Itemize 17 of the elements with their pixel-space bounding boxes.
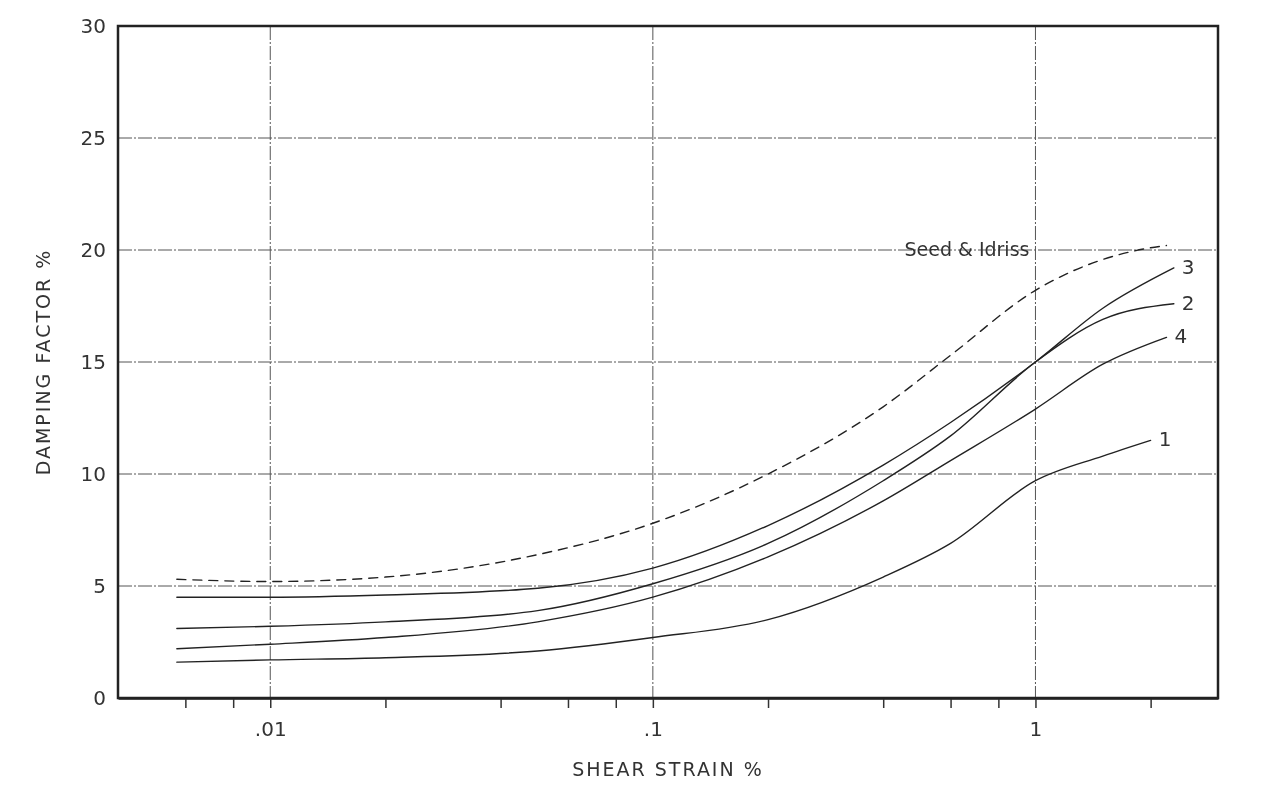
series-label: 1 <box>1158 427 1172 452</box>
series-label: Seed & Idriss <box>904 237 1030 260</box>
y-tick-label: 10 <box>80 462 106 486</box>
y-axis-title: DAMPING FACTOR % <box>32 248 54 476</box>
y-tick-label: 15 <box>80 350 106 374</box>
y-tick-label: 30 <box>80 14 106 38</box>
y-tick-label: 20 <box>80 238 106 262</box>
y-tick-label: 25 <box>80 126 106 150</box>
series-label: 3 <box>1181 254 1195 279</box>
x-tick-label: .01 <box>254 717 287 742</box>
series-label: 4 <box>1174 324 1188 349</box>
y-tick-label: 5 <box>93 574 106 598</box>
series-label: 2 <box>1181 290 1195 315</box>
x-tick-label: .1 <box>643 717 663 742</box>
x-axis-title: SHEAR STRAIN % <box>572 758 764 780</box>
y-tick-label: 0 <box>93 686 106 710</box>
x-tick-label: 1 <box>1029 717 1043 742</box>
